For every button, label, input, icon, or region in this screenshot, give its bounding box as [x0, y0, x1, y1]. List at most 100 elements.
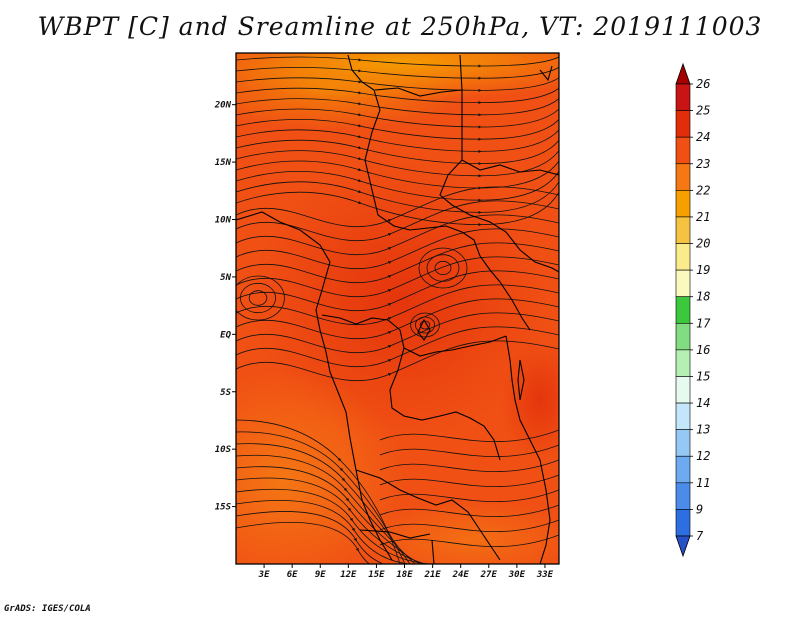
- lon-tick-label: 27E: [480, 570, 498, 580]
- streamline: [236, 200, 559, 242]
- vortex-streamline: [426, 254, 460, 282]
- lat-tick-label: EQ: [220, 330, 231, 340]
- plot-frame: [235, 52, 560, 565]
- vortex-streamline: [418, 247, 468, 289]
- colorbar-label: 25: [696, 104, 710, 118]
- lat-tick-label: 5S: [220, 388, 231, 398]
- colorbar-label: 23: [696, 157, 710, 171]
- lat-tick-label: 5N: [220, 273, 231, 283]
- colorbar-segment: [675, 376, 691, 404]
- lon-tick-label: 15E: [368, 570, 385, 580]
- vortex-streamline: [410, 312, 440, 338]
- streamline: [236, 228, 559, 270]
- country-borders: [236, 54, 559, 564]
- colorbar-label: 21: [696, 210, 710, 224]
- streamline: [236, 242, 559, 284]
- streamline: [236, 477, 426, 564]
- streamline: [236, 56, 559, 68]
- streamline: [379, 519, 559, 532]
- vortex-streamline: [434, 260, 452, 276]
- lat-tick-label: 15N: [215, 158, 232, 168]
- streamline: [379, 444, 559, 457]
- streamline: [236, 488, 431, 564]
- streamline: [379, 429, 559, 442]
- latitude-axis: 20N 15N 10N 5N EQ 5S 10S 15S: [214, 101, 236, 513]
- map-title: WBPT [C] and Sreamline at 250hPa, VT: 20…: [37, 12, 763, 41]
- vortex-streamline: [414, 316, 435, 334]
- colorbar-bottom-arrow: [675, 535, 691, 558]
- longitude-axis: 3E 6E 9E 12E 15E 18E 21E 24E 27E 30E 33E: [258, 564, 554, 580]
- colorbar-segment: [675, 216, 691, 244]
- streamline: [236, 298, 559, 340]
- colorbar-segment: [675, 83, 691, 111]
- colorbar-segment: [675, 455, 691, 484]
- colorbar-label: 7: [696, 529, 704, 543]
- streamline: [236, 256, 559, 298]
- streamline: [236, 466, 421, 564]
- streamline: [236, 511, 440, 564]
- streamline: [236, 522, 445, 564]
- streamline: [236, 443, 411, 564]
- streamlines: [236, 56, 559, 564]
- colorbar-label: 9: [696, 502, 703, 516]
- colorbar-segment: [675, 322, 691, 351]
- lon-tick-label: 33E: [536, 570, 554, 580]
- streamline: [236, 499, 435, 564]
- colorbar-label: 15: [696, 369, 710, 383]
- lat-tick-label: 15S: [215, 503, 232, 513]
- colorbar-top-arrow: [675, 62, 691, 85]
- vortex-streamline: [236, 275, 285, 321]
- streamline: [379, 474, 559, 487]
- streamline: [236, 186, 559, 228]
- colorbar-label: 20: [696, 237, 710, 251]
- streamline: [379, 504, 559, 517]
- colorbar-segment: [675, 269, 691, 298]
- streamline: [236, 119, 559, 141]
- vortex-streamline: [248, 290, 268, 306]
- colorbar-segment: [675, 402, 691, 430]
- streamline: [236, 431, 406, 564]
- colorbar-label: 17: [696, 316, 711, 330]
- colorbar: 26 25 24 23 22 21 20 19 18 17 16 15 14 13 12 11 9 7: [675, 62, 711, 558]
- lon-tick-label: 6E: [287, 570, 298, 580]
- colorbar-segment: [675, 296, 691, 324]
- streamline: [236, 191, 559, 227]
- colorbar-label: 14: [696, 396, 710, 410]
- colorbar-segment: [675, 110, 691, 138]
- lat-tick-label: 20N: [214, 101, 232, 111]
- streamline: [379, 459, 559, 472]
- colorbar-segment: [675, 190, 691, 218]
- colorbar-segment: [675, 482, 691, 510]
- lon-tick-label: 30E: [508, 570, 526, 580]
- streamline: [236, 67, 559, 80]
- streamline: [236, 326, 559, 368]
- lat-tick-label: 10N: [215, 216, 232, 226]
- colorbar-label: 19: [696, 263, 710, 277]
- lat-tick-label: 10S: [215, 445, 232, 455]
- lon-tick-label: 12E: [340, 570, 357, 580]
- colorbar-label: 12: [696, 449, 710, 463]
- colorbar-segment: [675, 429, 691, 457]
- lon-tick-label: 24E: [452, 570, 470, 580]
- streamline: [379, 534, 559, 547]
- streamline: [236, 454, 416, 564]
- colorbar-label: 22: [696, 183, 710, 197]
- streamline: [236, 214, 559, 256]
- streamline: [236, 108, 559, 129]
- streamline: [236, 284, 559, 326]
- vortex-streamline: [239, 282, 276, 314]
- streamline: [236, 87, 559, 105]
- colorbar-segment: [675, 349, 691, 377]
- colorbar-label: 13: [696, 423, 710, 437]
- colorbar-segment: [675, 136, 691, 165]
- colorbar-label: 16: [696, 343, 710, 357]
- lon-tick-label: 18E: [396, 570, 413, 580]
- streamline: [236, 270, 559, 312]
- lon-tick-label: 21E: [423, 570, 441, 580]
- streamline: [236, 77, 559, 93]
- colorbar-segment: [675, 163, 691, 191]
- colorbar-segment: [675, 243, 691, 271]
- streamline: [236, 98, 559, 117]
- colorbar-label: 11: [696, 476, 710, 490]
